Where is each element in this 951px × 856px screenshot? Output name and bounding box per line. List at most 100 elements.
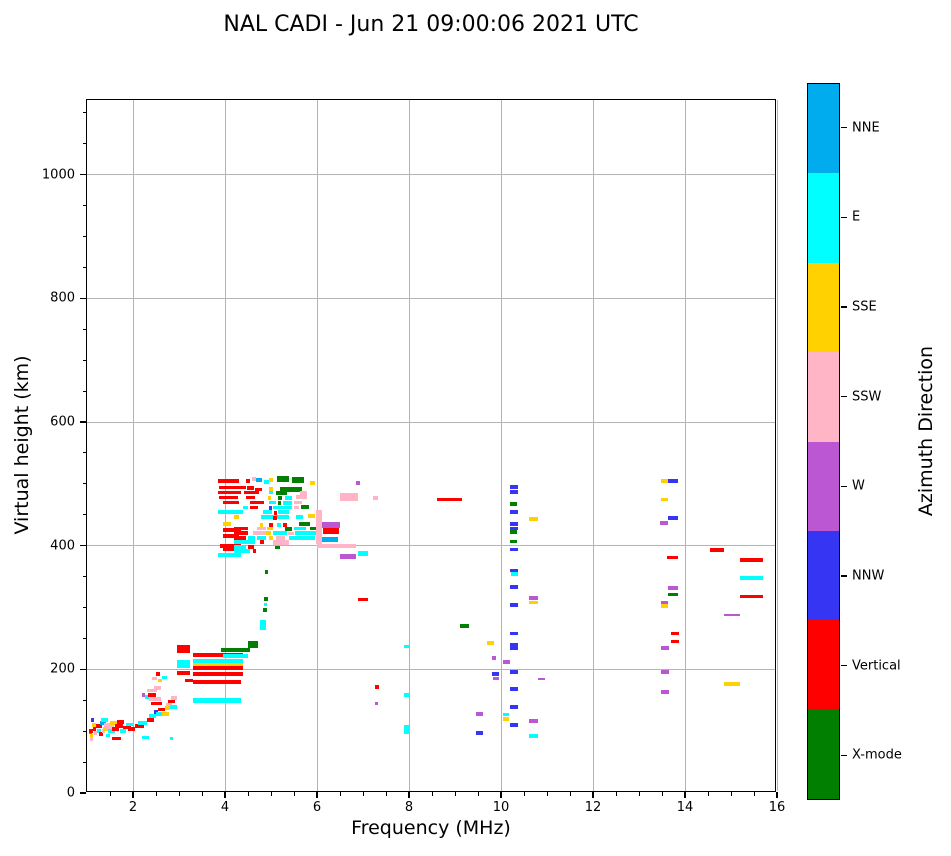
echo-segment	[300, 504, 310, 509]
echo-segment	[537, 678, 545, 681]
echo-segment	[273, 516, 277, 520]
colorbar-segment-x-mode	[808, 709, 839, 799]
gridline-vertical	[224, 100, 226, 791]
echo-segment	[135, 724, 145, 729]
y-minor-tick	[82, 637, 86, 639]
echo-segment	[149, 714, 156, 719]
gridline-horizontal	[87, 174, 775, 176]
echo-segment	[503, 660, 511, 664]
x-tick-label: 4	[220, 800, 230, 815]
echo-segment	[510, 522, 518, 526]
echo-segment	[724, 682, 741, 687]
echo-segment	[156, 712, 162, 716]
echo-segment	[250, 505, 259, 510]
echo-segment	[91, 723, 97, 727]
x-major-tick	[684, 792, 686, 798]
gridline-horizontal	[87, 668, 775, 670]
echo-segment	[220, 543, 242, 548]
gridline-horizontal	[87, 421, 775, 423]
echo-segment	[142, 693, 146, 698]
echo-segment	[116, 720, 124, 724]
echo-segment	[510, 530, 518, 534]
x-minor-tick	[523, 792, 525, 796]
echo-segment	[667, 516, 679, 520]
echo-segment	[120, 729, 127, 734]
echo-segment	[96, 724, 102, 729]
echo-segment	[404, 644, 409, 649]
y-minor-tick	[82, 328, 86, 330]
echo-segment	[151, 701, 162, 706]
echo-segment	[152, 676, 157, 681]
echo-segment	[122, 725, 131, 730]
gridline-vertical	[776, 100, 778, 791]
x-minor-tick	[247, 792, 249, 796]
colorbar-tick-label: SSW	[852, 389, 882, 405]
echo-segment	[277, 496, 283, 500]
echo-segment	[404, 724, 409, 734]
echo-segment	[93, 731, 97, 735]
azimuth-colorbar	[807, 83, 840, 800]
echo-segment	[503, 716, 510, 721]
echo-segment	[661, 497, 668, 502]
echo-segment	[101, 729, 106, 734]
colorbar-segment-sse	[808, 262, 839, 353]
echo-segment	[142, 735, 150, 740]
echo-segment	[89, 737, 93, 742]
echo-segment	[110, 721, 117, 725]
echo-segment	[284, 527, 292, 531]
echo-segment	[153, 686, 161, 690]
echo-segment	[106, 733, 110, 738]
echo-segment	[528, 718, 538, 723]
echo-segment	[511, 572, 518, 576]
echo-segment	[356, 481, 360, 486]
y-minor-tick	[82, 607, 86, 609]
colorbar-tick-label: NNE	[852, 120, 880, 136]
echo-segment	[291, 477, 305, 483]
echo-segment	[100, 718, 108, 722]
echo-segment	[282, 523, 288, 528]
x-minor-tick	[753, 792, 755, 796]
echo-segment	[267, 496, 271, 500]
colorbar-tick-label: W	[852, 478, 865, 494]
echo-segment	[90, 718, 94, 722]
echo-segment	[278, 510, 290, 515]
echo-segment	[671, 639, 680, 644]
echo-segment	[284, 496, 292, 500]
x-major-tick	[500, 792, 502, 798]
echo-segment	[92, 727, 97, 732]
echo-segment	[222, 522, 231, 526]
echo-segment	[275, 491, 288, 496]
echo-segment	[510, 547, 518, 552]
echo-segment	[259, 540, 265, 544]
echo-segment	[112, 736, 122, 741]
x-tick-label: 14	[676, 800, 694, 815]
x-tick-label: 16	[768, 800, 786, 815]
echo-segment	[156, 671, 160, 676]
echo-segment	[282, 501, 292, 505]
echo-segment	[162, 675, 168, 680]
echo-segment	[257, 526, 267, 531]
echo-segment	[661, 600, 668, 605]
echo-segment	[267, 526, 274, 531]
x-tick-label: 8	[404, 800, 414, 815]
gridline-vertical	[684, 100, 686, 791]
y-minor-tick	[82, 699, 86, 701]
echo-segment	[245, 495, 255, 500]
echo-segment	[166, 702, 173, 707]
echo-segment	[294, 505, 299, 510]
echo-segment	[307, 514, 315, 518]
x-major-tick	[316, 792, 318, 798]
x-tick-label: 2	[128, 800, 138, 815]
echo-segment	[234, 549, 251, 554]
echo-segment	[667, 592, 679, 597]
colorbar-segment-e	[808, 173, 839, 263]
echo-segment	[740, 558, 764, 562]
echo-segment	[340, 553, 357, 559]
echo-segment	[294, 530, 317, 535]
echo-segment	[276, 522, 282, 527]
echo-segment	[276, 476, 290, 482]
echo-segment	[510, 705, 518, 709]
echo-segment	[252, 530, 267, 535]
echo-segment	[491, 672, 499, 677]
x-minor-tick	[270, 792, 272, 796]
